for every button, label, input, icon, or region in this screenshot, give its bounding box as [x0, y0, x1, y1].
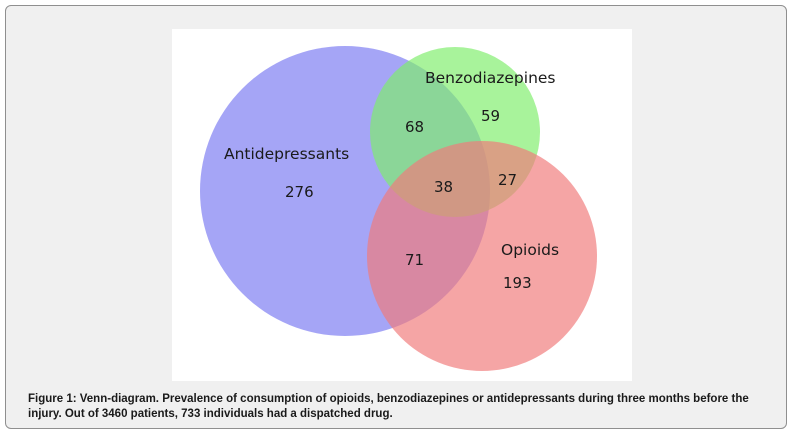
venn-diagram: Benzodiazepines Antidepressants Opioids …: [200, 46, 597, 371]
antidepressants-opioids-count: 71: [405, 251, 424, 269]
benzodiazepines-label: Benzodiazepines: [425, 69, 556, 87]
figure-caption: Figure 1: Venn-diagram. Prevalence of co…: [28, 393, 749, 420]
opioids-circle: [367, 141, 597, 371]
benzodiazepines-only-count: 59: [481, 107, 500, 125]
venn-diagram-panel: Benzodiazepines Antidepressants Opioids …: [172, 29, 632, 381]
antidepressants-label: Antidepressants: [224, 145, 349, 163]
opioids-label: Opioids: [501, 241, 559, 259]
antidepressants-benzodiazepines-count: 68: [405, 118, 424, 136]
antidepressants-only-count: 276: [285, 183, 314, 201]
all-three-count: 38: [434, 178, 453, 196]
benzodiazepines-opioids-count: 27: [498, 171, 517, 189]
figure-frame: Benzodiazepines Antidepressants Opioids …: [5, 5, 787, 429]
opioids-only-count: 193: [503, 274, 532, 292]
